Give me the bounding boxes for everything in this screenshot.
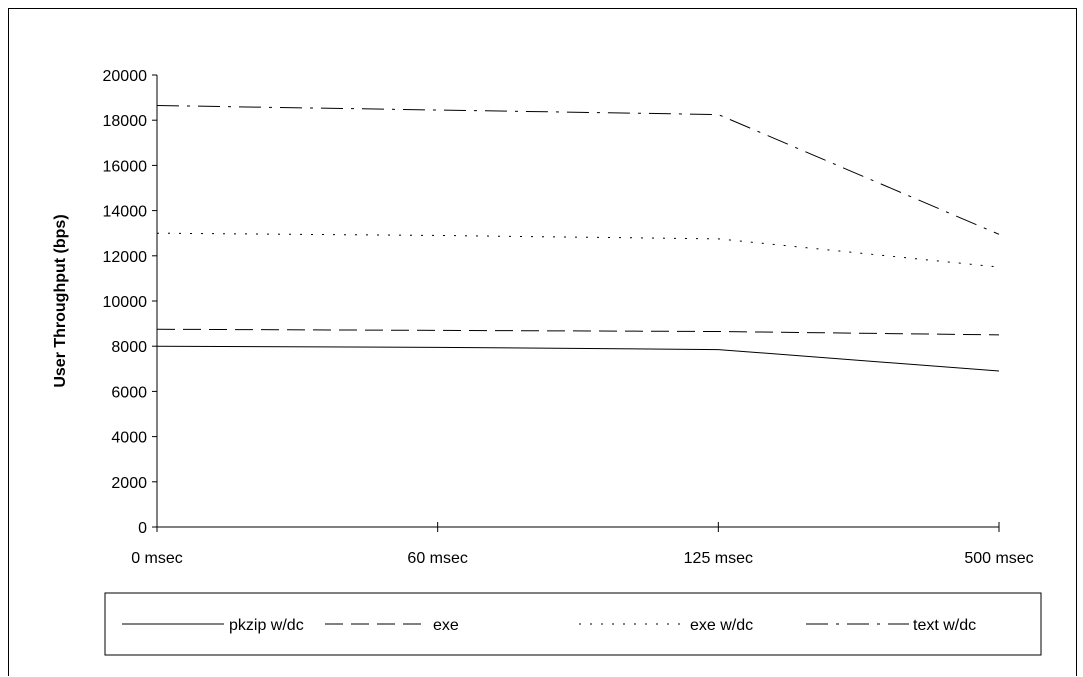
y-tick-label: 20000 [103, 68, 148, 85]
series-line-2 [156, 232, 1000, 268]
y-tick-label: 4000 [111, 430, 147, 447]
y-tick-label: 16000 [103, 158, 148, 175]
legend-box [104, 592, 1042, 656]
x-tick-label: 125 msec [684, 550, 753, 567]
y-tick-label: 14000 [103, 204, 148, 221]
y-tick-label: 8000 [111, 339, 147, 356]
y-tick-label: 12000 [103, 249, 148, 266]
series-line-0 [156, 345, 1000, 372]
y-tick-label: 10000 [103, 294, 148, 311]
series-lines [156, 105, 1000, 372]
legend-label-2: exe w/dc [690, 617, 753, 634]
y-tick-label: 2000 [111, 475, 147, 492]
series-line-3 [156, 105, 1000, 235]
legend-label-1: exe [433, 617, 459, 634]
y-tick-label: 0 [138, 520, 147, 537]
line-chart: 0 2000 4000 6000 8000 10000 12000 14000 16000 180… [52, 68, 1042, 656]
x-tick-label: 60 msec [407, 550, 467, 567]
legend-label-3: text w/dc [913, 617, 976, 634]
series-line-1 [156, 328, 1000, 336]
chart-frame: 0 2000 4000 6000 8000 10000 12000 14000 16000 180… [8, 8, 1077, 676]
y-axis-ticks: 0 2000 4000 6000 8000 10000 12000 14000 16000 180… [103, 68, 157, 537]
legend-label-0: pkzip w/dc [229, 617, 304, 634]
x-tick-label: 500 msec [964, 550, 1033, 567]
x-axis-ticks: 0 msec 60 msec 125 msec 500 msec [131, 522, 1034, 567]
y-tick-label: 6000 [111, 384, 147, 401]
legend: pkzip w/dc exe exe w/dc text w/dc [122, 617, 976, 634]
y-tick-label: 18000 [103, 113, 148, 130]
x-tick-label: 0 msec [131, 550, 183, 567]
y-axis-title: User Throughput (bps) [52, 214, 69, 387]
